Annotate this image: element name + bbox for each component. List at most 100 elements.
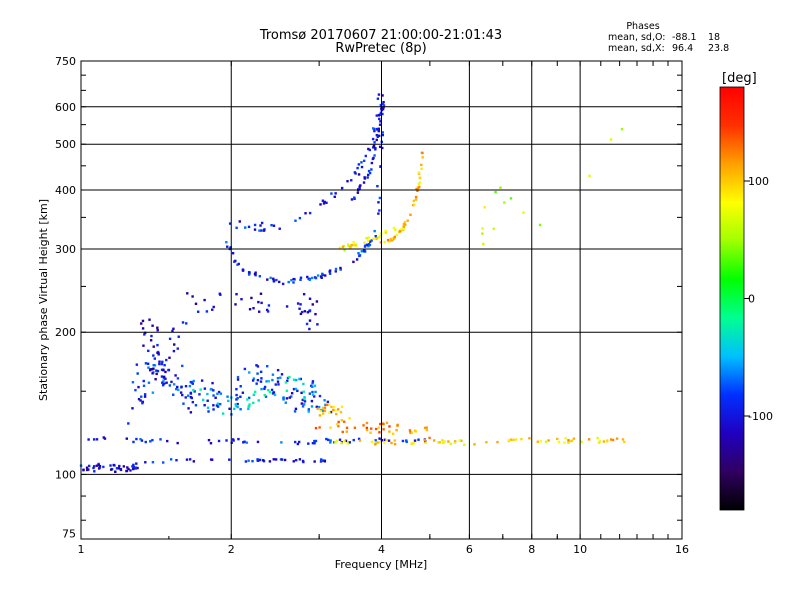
data-point [366, 173, 370, 177]
data-point [176, 347, 179, 350]
colorbar-ticks: 100 0 -100 [744, 175, 773, 423]
data-point [298, 377, 301, 381]
data-point [338, 438, 342, 441]
data-point [122, 465, 126, 468]
scatter-points [79, 93, 626, 474]
data-point [268, 390, 272, 394]
data-point [258, 229, 261, 232]
data-point [152, 367, 155, 370]
data-point [340, 405, 344, 408]
data-point [191, 295, 194, 298]
data-point [306, 311, 310, 314]
data-point [334, 270, 337, 273]
data-point [244, 226, 247, 229]
data-point [314, 439, 318, 443]
data-point [378, 441, 382, 444]
data-point [410, 442, 413, 445]
data-point [211, 381, 214, 385]
data-point [400, 228, 403, 231]
colorbar-gradient [719, 86, 745, 511]
data-point [152, 354, 155, 357]
data-point [141, 400, 145, 404]
data-point [327, 403, 331, 406]
data-point [382, 101, 385, 104]
y-tick-label: 300 [55, 243, 76, 256]
phase-stats-x: mean, sd,X: 96.4 23.8 [608, 43, 729, 54]
data-point [233, 260, 236, 263]
data-point [377, 212, 380, 215]
data-point [358, 254, 362, 257]
data-point [172, 383, 176, 386]
data-point [358, 185, 361, 188]
data-point [234, 303, 237, 306]
data-point [374, 148, 377, 151]
data-point [160, 368, 164, 372]
data-point [402, 227, 406, 231]
data-point [280, 458, 284, 461]
data-point [358, 187, 361, 191]
data-point [377, 93, 381, 96]
data-point [211, 308, 214, 311]
data-point [404, 223, 407, 226]
data-point [382, 104, 385, 108]
phase-o-mean: -88.1 [672, 32, 697, 43]
y-tick-label: 75 [62, 527, 76, 540]
data-point [252, 401, 255, 405]
data-point [564, 437, 567, 440]
data-point [320, 276, 323, 280]
data-point [157, 353, 160, 356]
data-point [316, 323, 319, 326]
data-point [92, 465, 96, 468]
data-point [149, 339, 153, 342]
data-point [376, 128, 379, 131]
data-point [141, 319, 145, 323]
data-point [256, 378, 260, 382]
data-point [188, 458, 192, 461]
data-point [329, 439, 332, 442]
data-point [322, 202, 326, 205]
data-point [271, 378, 274, 382]
data-point [258, 275, 262, 278]
data-point [290, 279, 293, 282]
data-point [164, 370, 167, 374]
phase-o-sd: 18 [708, 32, 720, 43]
data-point [236, 378, 240, 381]
data-point [296, 389, 299, 393]
data-point [286, 379, 289, 383]
data-point [596, 436, 599, 440]
data-point [246, 398, 249, 401]
data-point [522, 211, 525, 214]
data-point [509, 438, 513, 441]
data-point [308, 392, 312, 395]
data-point [257, 310, 261, 313]
data-point [170, 380, 173, 384]
data-point [160, 362, 164, 366]
data-point [284, 381, 288, 384]
data-point [413, 439, 417, 442]
data-point [363, 177, 367, 180]
data-point [453, 440, 457, 443]
data-point [417, 171, 421, 174]
data-point [323, 200, 326, 204]
data-point [256, 459, 260, 462]
data-point [154, 377, 157, 381]
data-point [547, 439, 550, 442]
data-point [228, 458, 231, 461]
data-point [317, 405, 321, 409]
y-tick-label: 100 [55, 468, 76, 481]
data-point [437, 441, 440, 444]
data-point [420, 167, 423, 170]
data-point [176, 377, 180, 380]
data-point [345, 426, 349, 430]
data-point [119, 468, 123, 472]
data-point [347, 244, 350, 248]
data-point [278, 227, 281, 230]
data-point [337, 420, 340, 424]
data-point [378, 196, 382, 200]
data-point [132, 440, 135, 444]
data-point [125, 437, 128, 440]
data-point [373, 229, 376, 233]
data-point [127, 467, 130, 471]
data-point [485, 441, 488, 444]
data-point [139, 437, 142, 441]
